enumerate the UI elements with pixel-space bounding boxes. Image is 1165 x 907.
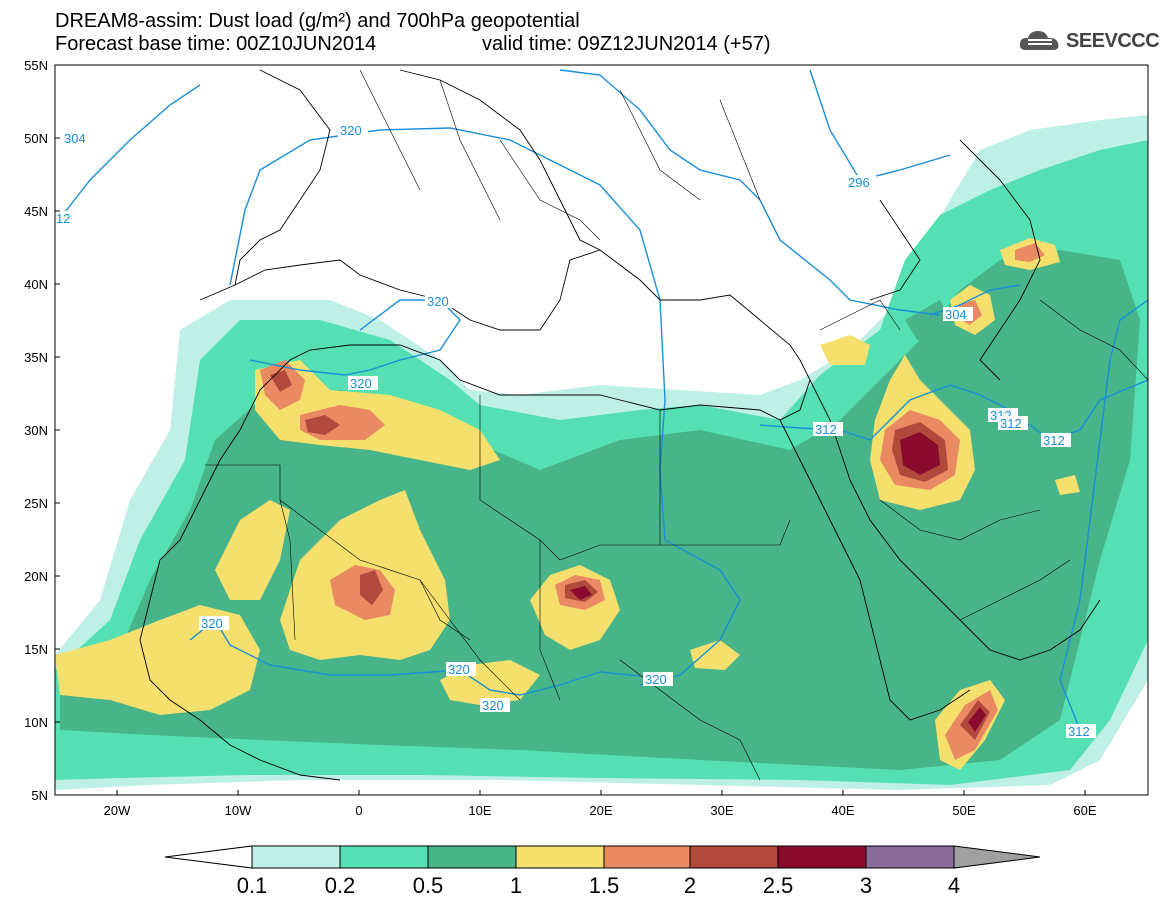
europe-coastline: [399, 69, 601, 251]
contour-label: 320: [427, 294, 449, 309]
colorbar-tick-label: 0.5: [413, 873, 444, 898]
contour-line-304: [55, 84, 201, 226]
colorbar-bin: [777, 845, 867, 869]
colorbar-tick-label: 0.2: [325, 873, 356, 898]
lat-tick-label: 10N: [24, 715, 48, 730]
lon-axis: 20W 10W 0 10E 20E 30E 40E 50E 60E: [104, 803, 1097, 818]
colorbar-labels: 0.1 0.2 0.5 1 1.5 2 2.5 3 4: [237, 873, 960, 898]
colorbar-tick-label: 1.5: [589, 873, 620, 898]
colorbar-tick-label: 2.5: [763, 873, 794, 898]
contour-label: 312: [1068, 724, 1090, 739]
contour-label: 320: [201, 616, 223, 631]
contour-line-312c: [1059, 299, 1148, 731]
contour-label: 312: [1043, 433, 1065, 448]
iberia-coastline: [234, 69, 331, 286]
colorbar-over-arrow: [953, 845, 1041, 869]
colorbar-tick-label: 2: [684, 873, 696, 898]
lon-tick-label: 50E: [952, 803, 975, 818]
contour-label: 304: [64, 131, 86, 146]
seevccc-logo: SEEVCCC: [1018, 28, 1160, 54]
colorbar-tick-label: 0.1: [237, 873, 268, 898]
border-11: [439, 79, 501, 221]
map-title: DREAM8-assim: Dust load (g/m²) and 700hP…: [55, 10, 580, 32]
lat-tick-label: 15N: [24, 642, 48, 657]
dust-region-level-6: [270, 370, 292, 392]
black-sea-coastline: [869, 199, 921, 301]
contour-label: 12: [56, 211, 70, 226]
lon-tick-label: 0: [355, 803, 362, 818]
dust-region-level-4: [55, 605, 260, 715]
colorbar-bin: [865, 845, 955, 869]
colorbar: [164, 845, 1041, 869]
caspian-coastline: [959, 139, 1041, 381]
lon-tick-label: 10W: [225, 803, 252, 818]
geopotential-contours: [55, 69, 1148, 731]
border-4: [539, 540, 561, 701]
contour-line-320: [229, 127, 741, 686]
contour-label: 320: [645, 672, 667, 687]
lon-tick-label: 60E: [1073, 803, 1096, 818]
border-12: [359, 69, 421, 191]
border-9: [819, 299, 901, 331]
lon-tick-label: 10E: [468, 803, 491, 818]
coastlines: [139, 69, 1101, 781]
border-10: [499, 139, 601, 241]
contour-label: 320: [340, 123, 362, 138]
contour-label: 320: [350, 376, 372, 391]
colorbar-bin: [603, 845, 691, 869]
colorbar-under-arrow: [164, 845, 253, 869]
lat-tick-label: 30N: [24, 423, 48, 438]
lat-tick-label: 25N: [24, 496, 48, 511]
border-14: [719, 99, 761, 201]
border-8: [879, 499, 1041, 541]
lat-tick-label: 35N: [24, 350, 48, 365]
colorbar-bin: [689, 845, 779, 869]
forecast-base-time: Forecast base time: 00Z10JUN2014: [55, 33, 377, 55]
colorbar-tick-label: 3: [860, 873, 872, 898]
colorbar-bin: [427, 845, 517, 869]
colorbar-tick-label: 1: [510, 873, 522, 898]
lon-tick-label: 20W: [104, 803, 131, 818]
border-13: [619, 89, 701, 201]
lat-tick-label: 20N: [24, 569, 48, 584]
axis-ticks: [55, 64, 1086, 796]
contour-line-320c: [189, 618, 641, 696]
contour-label: 296: [848, 175, 870, 190]
arabian-coastline: [809, 379, 1101, 661]
dust-region-level-7: [900, 432, 940, 475]
contour-label: 312: [1000, 416, 1022, 431]
border-16: [959, 559, 1071, 621]
valid-time: valid time: 09Z12JUN2014 (+57): [482, 33, 771, 55]
lat-tick-label: 45N: [24, 204, 48, 219]
map-area: 304 12 320 296 320 320 304 312 312 312 3…: [55, 65, 1148, 795]
contour-line-320b: [249, 299, 461, 376]
red-sea-coastline: [779, 419, 971, 721]
lat-tick-label: 55N: [24, 58, 48, 73]
lon-tick-label: 30E: [710, 803, 733, 818]
border-5: [660, 519, 791, 546]
colorbar-tick-label: 4: [948, 873, 960, 898]
contour-label: 304: [945, 307, 967, 322]
contour-labels: 304 12 320 296 320 320 304 312 312 312 3…: [55, 123, 1096, 739]
lon-tick-label: 20E: [589, 803, 612, 818]
contour-label: 312: [815, 422, 837, 437]
contour-label: 320: [448, 662, 470, 677]
border-15: [1039, 299, 1148, 381]
cloud-logo-icon: [1019, 31, 1059, 50]
lat-tick-label: 5N: [31, 788, 48, 803]
contour-label: 320: [482, 698, 504, 713]
lat-tick-label: 40N: [24, 277, 48, 292]
african-coastline: [139, 249, 811, 781]
border-6: [419, 579, 521, 701]
lon-tick-label: 40E: [831, 803, 854, 818]
lat-axis: 55N 50N 45N 40N 35N 30N 25N 20N 15N 10N …: [24, 58, 48, 803]
colorbar-bin: [339, 845, 429, 869]
colorbar-bin: [515, 845, 605, 869]
colorbar-bin: [251, 845, 341, 869]
lat-tick-label: 50N: [24, 131, 48, 146]
contour-line-312: [559, 69, 941, 316]
logo-text: SEEVCCC: [1066, 29, 1160, 52]
